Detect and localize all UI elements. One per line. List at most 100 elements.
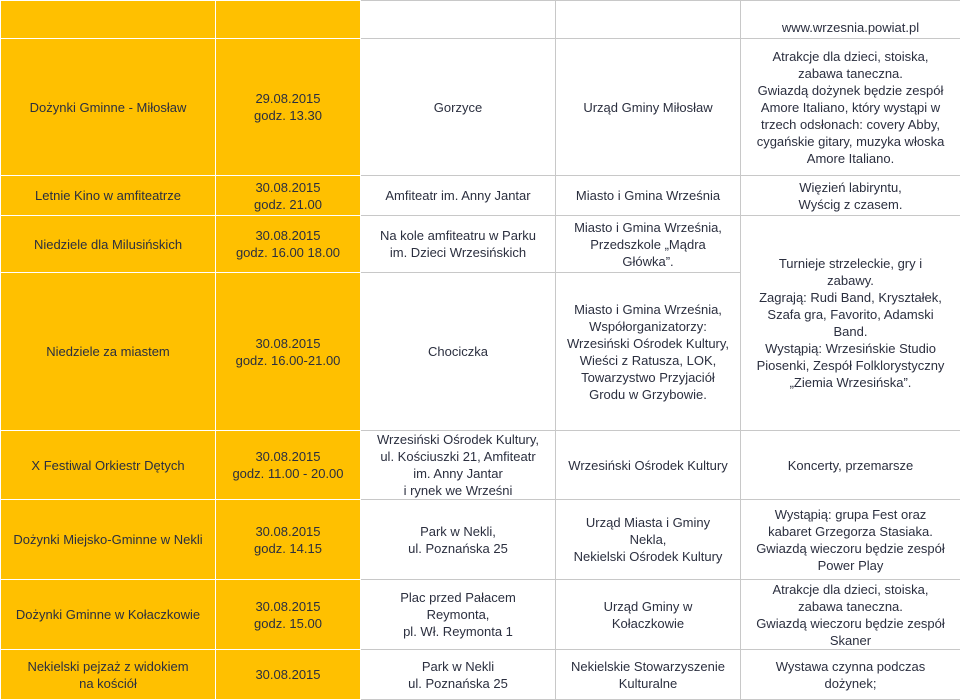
- description-line: „Ziemia Wrzesińska”.: [745, 374, 956, 391]
- place-line: Plac przed Pałacem: [365, 589, 551, 606]
- organizer-line: Miasto i Gmina Września: [560, 187, 736, 204]
- date-line: godz. 13.30: [220, 107, 356, 124]
- event-line: Dożynki Gminne - Miłosław: [5, 99, 211, 116]
- place-line: ul. Poznańska 25: [365, 675, 551, 692]
- description-line: Band.: [745, 323, 956, 340]
- date-line: 30.08.2015: [220, 448, 356, 465]
- organizer-line: Urząd Gminy Miłosław: [560, 99, 736, 116]
- event-line: Niedziele dla Milusińskich: [5, 236, 211, 253]
- description-line: Gwiazdą wieczoru będzie zespół: [745, 615, 956, 632]
- description-line: kabaret Grzegorza Stasiaka.: [745, 523, 956, 540]
- description-line: cygańskie gitary, muzyka włoska: [745, 133, 956, 150]
- description-line: Wyścig z czasem.: [745, 196, 956, 213]
- date-line: 30.08.2015: [220, 335, 356, 352]
- url: www.wrzesnia.powiat.pl: [741, 1, 960, 39]
- place-line: Wrzesiński Ośrodek Kultury,: [365, 431, 551, 448]
- organizer-line: Główka”.: [560, 253, 736, 270]
- event-cell: Letnie Kino w amfiteatrze: [1, 176, 216, 216]
- description-cell: Koncerty, przemarsze: [741, 431, 960, 500]
- description-line: Atrakcje dla dzieci, stoiska,: [745, 581, 956, 598]
- description-line: Wystawa czynna podczas: [745, 658, 956, 675]
- organizer-line: Urząd Gminy w: [560, 598, 736, 615]
- page: www.wrzesnia.powiat.pl Dożynki Gminne - …: [0, 0, 960, 685]
- date-line: godz. 16.00 18.00: [220, 244, 356, 261]
- header-row: www.wrzesnia.powiat.pl: [1, 1, 960, 39]
- cell: [556, 1, 741, 39]
- organizer-line: Miasto i Gmina Września,: [560, 219, 736, 236]
- place-line: Gorzyce: [365, 99, 551, 116]
- description-line: Koncerty, przemarsze: [745, 457, 956, 474]
- event-line: X Festiwal Orkiestr Dętych: [5, 457, 211, 474]
- organizer-line: Grodu w Grzybowie.: [560, 386, 736, 403]
- description-line: Gwiazdą dożynek będzie zespół: [745, 82, 956, 99]
- description-line: Skaner: [745, 632, 956, 649]
- event-line: Niedziele za miastem: [5, 343, 211, 360]
- description-line: zabawy.: [745, 272, 956, 289]
- organizer-line: Wrzesiński Ośrodek Kultury,: [560, 335, 736, 352]
- description-line: Gwiazdą wieczoru będzie zespół: [745, 540, 956, 557]
- description-line: zabawa taneczna.: [745, 65, 956, 82]
- date-line: godz. 15.00: [220, 615, 356, 632]
- description-line: dożynek;: [745, 675, 956, 692]
- date-line: 30.08.2015: [220, 598, 356, 615]
- organizer-cell: Wrzesiński Ośrodek Kultury: [556, 431, 741, 500]
- organizer-cell: Miasto i Gmina Września,Współorganizator…: [556, 273, 741, 431]
- date-line: 30.08.2015: [220, 666, 356, 683]
- place-cell: Amfiteatr im. Anny Jantar: [361, 176, 556, 216]
- description-line: Wystąpią: Wrzesińskie Studio: [745, 340, 956, 357]
- event-cell: Dożynki Gminne - Miłosław: [1, 39, 216, 176]
- organizer-line: Współorganizatorzy:: [560, 318, 736, 335]
- place-line: im. Dzieci Wrzesińskich: [365, 244, 551, 261]
- cell: [1, 1, 216, 39]
- place-cell: Wrzesiński Ośrodek Kultury,ul. Kościuszk…: [361, 431, 556, 500]
- date-cell: 30.08.2015: [216, 650, 361, 700]
- description-line: Wystąpią: grupa Fest oraz: [745, 506, 956, 523]
- event-line: Letnie Kino w amfiteatrze: [5, 187, 211, 204]
- organizer-line: Nekielskie Stowarzyszenie: [560, 658, 736, 675]
- date-line: godz. 14.15: [220, 540, 356, 557]
- description-line: Piosenki, Zespół Folklorystyczny: [745, 357, 956, 374]
- organizer-line: Nekielski Ośrodek Kultury: [560, 548, 736, 565]
- event-row: Dożynki Miejsko-Gminne w Nekli 30.08.2015…: [1, 500, 960, 580]
- event-line: Dożynki Miejsko-Gminne w Nekli: [5, 531, 211, 548]
- date-line: 30.08.2015: [220, 523, 356, 540]
- place-line: Reymonta,: [365, 606, 551, 623]
- organizer-line: Nekla,: [560, 531, 736, 548]
- date-line: godz. 21.00: [220, 196, 356, 213]
- organizer-line: Kulturalne: [560, 675, 736, 692]
- place-line: im. Anny Jantar: [365, 465, 551, 482]
- description-line: Amore Italiano.: [745, 150, 956, 167]
- date-line: godz. 11.00 - 20.00: [220, 465, 356, 482]
- organizer-line: Przedszkole „Mądra: [560, 236, 736, 253]
- date-line: 29.08.2015: [220, 90, 356, 107]
- organizer-line: Urząd Miasta i Gminy: [560, 514, 736, 531]
- organizer-line: Wieści z Ratusza, LOK,: [560, 352, 736, 369]
- place-cell: Chociczka: [361, 273, 556, 431]
- cell: [361, 1, 556, 39]
- event-line: Nekielski pejzaż z widokiem: [5, 658, 211, 675]
- organizer-line: Miasto i Gmina Września,: [560, 301, 736, 318]
- place-line: Chociczka: [365, 343, 551, 360]
- event-line: Dożynki Gminne w Kołaczkowie: [5, 606, 211, 623]
- description-line: Szafa gra, Favorito, Adamski: [745, 306, 956, 323]
- description-cell: Atrakcje dla dzieci, stoiska,zabawa tane…: [741, 580, 960, 650]
- organizer-line: Wrzesiński Ośrodek Kultury: [560, 457, 736, 474]
